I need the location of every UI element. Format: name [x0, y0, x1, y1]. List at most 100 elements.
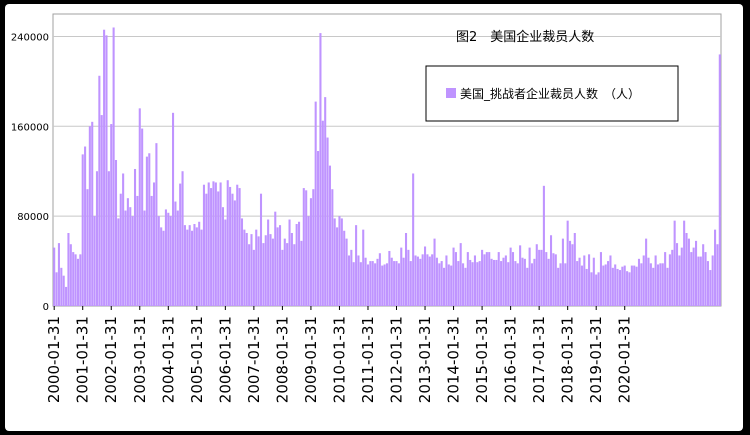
- bar: [473, 255, 476, 306]
- bar: [93, 216, 96, 306]
- bar: [84, 146, 87, 306]
- bar: [476, 262, 479, 306]
- bar: [200, 229, 203, 306]
- bar: [452, 247, 455, 306]
- bar: [538, 249, 541, 306]
- bar: [450, 265, 453, 306]
- bar: [516, 263, 519, 306]
- x-tick-label: 2020-01-31: [616, 316, 634, 403]
- bar: [198, 221, 201, 306]
- bar: [336, 227, 339, 306]
- bar: [212, 181, 215, 306]
- bar: [352, 262, 355, 306]
- bar: [250, 234, 253, 306]
- bar: [609, 255, 612, 306]
- bar: [569, 240, 572, 306]
- bar: [271, 238, 274, 306]
- bar: [53, 247, 56, 306]
- bar: [607, 261, 610, 306]
- bar: [583, 255, 586, 306]
- bar: [695, 240, 698, 306]
- bar: [438, 263, 441, 306]
- bar: [404, 233, 408, 306]
- x-tick-label: 2011-01-31: [359, 316, 377, 403]
- bar: [79, 254, 82, 306]
- bar: [573, 233, 576, 306]
- bar: [371, 261, 374, 306]
- bar: [72, 252, 75, 306]
- x-tick-label: 2001-01-31: [74, 316, 92, 403]
- bar: [685, 233, 688, 306]
- bar: [416, 256, 419, 306]
- bar: [191, 230, 194, 306]
- bar: [157, 216, 160, 306]
- bar: [362, 229, 365, 306]
- bar: [145, 156, 148, 306]
- bar: [186, 229, 189, 306]
- bar: [376, 258, 379, 306]
- bar: [67, 233, 70, 306]
- x-tick-label: 2006-01-31: [216, 316, 234, 403]
- bar: [81, 154, 84, 306]
- bar: [414, 255, 417, 306]
- x-tick-label: 2008-01-31: [273, 316, 291, 403]
- bar: [409, 261, 412, 306]
- bar: [152, 182, 156, 306]
- bar: [69, 244, 72, 306]
- bar: [160, 227, 163, 306]
- bar: [673, 220, 676, 306]
- bar: [407, 249, 410, 306]
- bar: [169, 216, 172, 306]
- bar: [326, 137, 329, 306]
- bar: [262, 243, 265, 306]
- bar: [471, 262, 474, 306]
- bar: [614, 264, 617, 306]
- bar: [55, 272, 58, 306]
- bar: [124, 210, 127, 306]
- bar: [224, 219, 227, 306]
- bar: [483, 254, 486, 306]
- x-tick-label: 2012-01-31: [388, 316, 406, 403]
- bar: [295, 224, 298, 306]
- bar: [628, 272, 631, 306]
- bar: [255, 229, 258, 306]
- bar: [274, 211, 277, 306]
- bar: [65, 286, 68, 306]
- bar: [383, 264, 386, 306]
- bar: [105, 35, 108, 307]
- bar: [557, 267, 560, 306]
- bar: [202, 184, 205, 306]
- bar: [393, 261, 396, 306]
- bar: [231, 193, 234, 306]
- bar: [561, 238, 564, 306]
- x-tick-label: 2010-01-31: [330, 316, 348, 403]
- bar: [378, 253, 381, 306]
- bar: [205, 193, 208, 306]
- bar: [233, 200, 236, 306]
- bar: [350, 249, 353, 306]
- x-tick-label: 2014-01-31: [445, 316, 463, 403]
- bar: [385, 263, 389, 306]
- y-tick-label: 80000: [17, 212, 49, 223]
- bar: [564, 263, 567, 306]
- bar: [678, 255, 681, 306]
- bar: [511, 252, 515, 306]
- bar: [599, 252, 602, 306]
- bar: [507, 262, 510, 306]
- bar: [369, 261, 372, 306]
- bar: [633, 265, 636, 306]
- legend-box: [425, 65, 679, 122]
- bar: [91, 121, 94, 306]
- bar: [504, 255, 507, 306]
- bar: [114, 160, 118, 306]
- bar: [395, 261, 398, 306]
- bar: [637, 258, 641, 306]
- bar: [219, 182, 222, 306]
- x-axis-ticks: 2000-01-31 2001-01-31 2002-01-31 2003-01-31…: [45, 306, 634, 403]
- bar: [62, 275, 65, 306]
- bar: [526, 267, 529, 306]
- bar: [656, 264, 660, 306]
- x-tick-label: 2015-01-31: [473, 316, 491, 403]
- bar: [283, 238, 286, 306]
- bar: [490, 258, 493, 306]
